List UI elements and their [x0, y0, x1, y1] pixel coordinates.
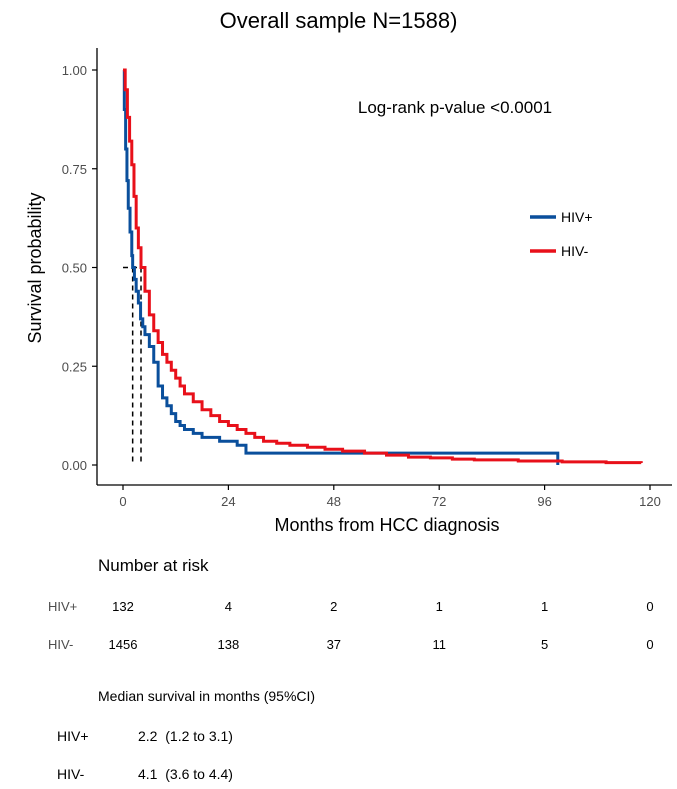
y-tick-label: 0.25 — [62, 359, 87, 374]
median-row-label: HIV- — [57, 766, 85, 782]
risk-row-label: HIV+ — [48, 599, 78, 614]
survival-curves — [122, 68, 643, 465]
y-tick-label: 0.75 — [62, 162, 87, 177]
y-axis-label: Survival probability — [25, 192, 45, 343]
risk-cell: 2 — [330, 599, 338, 614]
risk-cell: 1 — [435, 599, 443, 614]
legend-label: HIV- — [561, 243, 589, 259]
axes: 0.00 0.25 0.50 0.75 1.00 0 24 48 72 96 120 — [62, 48, 672, 509]
risk-cell: 138 — [217, 637, 240, 652]
logrank-annotation: Log-rank p-value <0.0001 — [358, 98, 552, 117]
x-tick-label: 96 — [537, 494, 551, 509]
legend: HIV+ HIV- — [530, 209, 593, 259]
risk-cell: 4 — [224, 599, 233, 614]
risk-cell: 11 — [432, 637, 446, 652]
risk-cell: 1 — [540, 599, 549, 614]
legend-label: HIV+ — [561, 209, 593, 225]
y-tick-label: 1.00 — [62, 63, 87, 78]
curve-hiv-minus — [123, 68, 643, 465]
x-tick-label: 0 — [119, 494, 126, 509]
x-axis-label: Months from HCC diagnosis — [274, 515, 499, 535]
median-table-title: Median survival in months (95%CI) — [98, 688, 316, 704]
risk-cell: 1456 — [108, 637, 138, 652]
median-row-label: HIV+ — [57, 728, 89, 744]
risk-table-title: Number at risk — [98, 556, 209, 575]
risk-cell: 132 — [112, 599, 134, 614]
survival-plot: 0.000.250.500.751.000 24 48 72 96 120 HIV+HIV… — [25, 48, 672, 535]
risk-row-label: HIV- — [48, 637, 74, 652]
x-tick-label: 120 — [639, 494, 661, 509]
median-row-value: 4.1 (3.6 to 4.4) — [138, 766, 233, 782]
risk-cell: 37 — [326, 637, 342, 652]
curve-hiv-plus — [122, 68, 560, 465]
risk-row: HIV+ 132 4 2 1 1 0 — [0, 599, 677, 619]
y-tick-label: 0.50 — [62, 261, 87, 276]
risk-cell: 0 — [646, 599, 654, 614]
risk-cell: 0 — [646, 637, 654, 652]
median-row-value: 2.2 (1.2 to 3.1) — [138, 728, 233, 744]
risk-cell: 5 — [540, 637, 549, 652]
x-tick-label: 48 — [327, 494, 341, 509]
x-tick-label: 24 — [221, 494, 235, 509]
risk-row: HIV- 1456 138 37 11 5 0 — [0, 637, 677, 657]
x-tick-label: 72 — [432, 494, 446, 509]
chart-title: Overall sample N=1588) — [219, 8, 458, 33]
y-tick-label: 0.00 — [62, 458, 87, 473]
